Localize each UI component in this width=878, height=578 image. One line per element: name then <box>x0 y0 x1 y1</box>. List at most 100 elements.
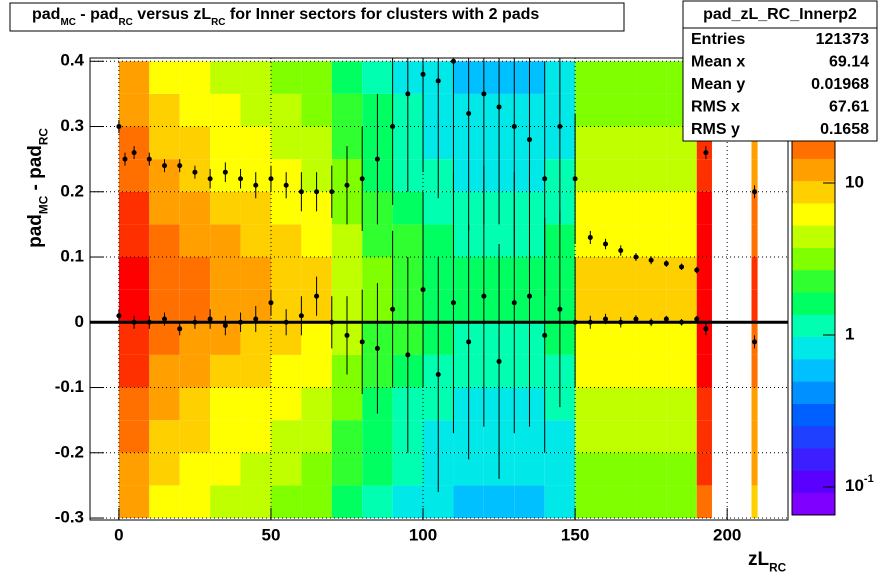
heat-cell <box>751 257 758 290</box>
profile-point <box>542 332 548 338</box>
heat-cell <box>301 452 332 486</box>
profile-point <box>329 319 335 325</box>
profile-point <box>526 137 532 143</box>
heat-cell <box>751 387 758 421</box>
heat-cell <box>331 61 363 94</box>
heat-cell <box>331 420 363 453</box>
heat-cell <box>605 322 636 355</box>
heat-cell <box>751 191 758 225</box>
heat-cell <box>210 191 241 225</box>
heat-cell <box>362 61 393 94</box>
heat-cell <box>751 159 758 192</box>
profile-point <box>511 124 517 130</box>
x-tick-label: 150 <box>561 525 589 544</box>
profile-point <box>268 176 274 182</box>
y-tick-label: 0.4 <box>60 51 84 70</box>
heat-cell <box>666 485 697 519</box>
heat-cell <box>666 452 697 486</box>
heat-cell <box>575 191 606 225</box>
palette-swatch <box>792 136 835 159</box>
stats-key: Mean y <box>691 76 745 93</box>
labels: padMC - padRC versus zLRC for Inner sect… <box>9 2 787 575</box>
profile-point <box>679 319 685 325</box>
heat-cell <box>270 485 302 519</box>
profile-point <box>572 319 578 325</box>
heat-cell <box>696 354 712 388</box>
heat-cell <box>210 354 241 388</box>
heat-cell <box>392 485 424 519</box>
heat-cell <box>605 289 636 323</box>
z-tick-exponent: -1 <box>864 473 874 485</box>
palette-swatch <box>792 314 835 338</box>
profile-point <box>679 264 685 270</box>
heat-cell <box>575 387 606 421</box>
heat-cell <box>696 420 712 453</box>
stats-value: 121373 <box>816 31 869 48</box>
heat-cell <box>179 354 211 388</box>
heat-cell <box>666 257 697 290</box>
heat-cell <box>635 93 667 127</box>
profile-point <box>542 176 548 182</box>
profile-point <box>466 110 472 116</box>
text-part: for Inner sectors for clusters with 2 pa… <box>225 6 539 23</box>
heat-cell <box>751 420 758 453</box>
profile-point <box>703 150 709 156</box>
palette-swatch <box>792 448 835 471</box>
text-part: - pad <box>25 145 46 196</box>
profile-point <box>390 124 396 130</box>
heat-cell <box>605 93 636 127</box>
subscript: MC <box>60 17 75 28</box>
heat-cell <box>575 93 606 127</box>
text-part: versus zL <box>133 6 211 23</box>
profile-point <box>587 234 593 240</box>
stats-key: RMS y <box>691 121 740 138</box>
heat-cell <box>210 257 241 290</box>
profile-point <box>420 287 426 293</box>
profile-point <box>663 316 669 322</box>
profile-point <box>435 78 441 84</box>
heat-cell <box>331 387 363 421</box>
heat-cell <box>605 387 636 421</box>
heat-cell <box>362 485 393 519</box>
palette-swatch <box>792 269 835 293</box>
heat-cell <box>696 322 712 355</box>
heat-cell <box>544 452 576 486</box>
subscript: RC <box>211 17 225 28</box>
profile-point <box>329 189 335 195</box>
heat-cell <box>240 485 271 519</box>
heat-cell <box>179 420 211 453</box>
heat-cell <box>392 224 424 258</box>
heat-cell <box>240 452 271 486</box>
heat-cell <box>149 354 180 388</box>
heat-cell <box>575 159 606 192</box>
heat-cell <box>179 485 211 519</box>
palette-swatch <box>792 403 835 427</box>
heat-cell <box>331 224 363 258</box>
profile-point <box>481 293 487 299</box>
heat-cell <box>270 126 302 160</box>
profile-point <box>633 316 639 322</box>
heat-cell <box>751 452 758 486</box>
profile-point <box>116 313 122 319</box>
x-tick-label: 200 <box>713 525 741 544</box>
heat-cell <box>605 126 636 160</box>
heat-cell <box>696 257 712 290</box>
palette-swatch <box>792 381 835 404</box>
subscript: RC <box>38 128 51 145</box>
profile-point <box>648 257 654 263</box>
heat-cell <box>301 224 332 258</box>
heat-cell <box>696 191 712 225</box>
heat-cell <box>751 224 758 258</box>
profile-point <box>162 316 168 322</box>
heat-cell <box>635 191 667 225</box>
heat-cell <box>270 354 302 388</box>
palette-swatch <box>792 202 835 226</box>
stats-key: Mean x <box>691 54 745 71</box>
heat-cell <box>392 452 424 486</box>
heat-cell <box>240 420 271 453</box>
heat-cell <box>605 420 636 453</box>
profile-point <box>314 189 320 195</box>
profile-point <box>298 189 304 195</box>
profile-point <box>222 323 228 329</box>
profile-point <box>253 182 259 188</box>
